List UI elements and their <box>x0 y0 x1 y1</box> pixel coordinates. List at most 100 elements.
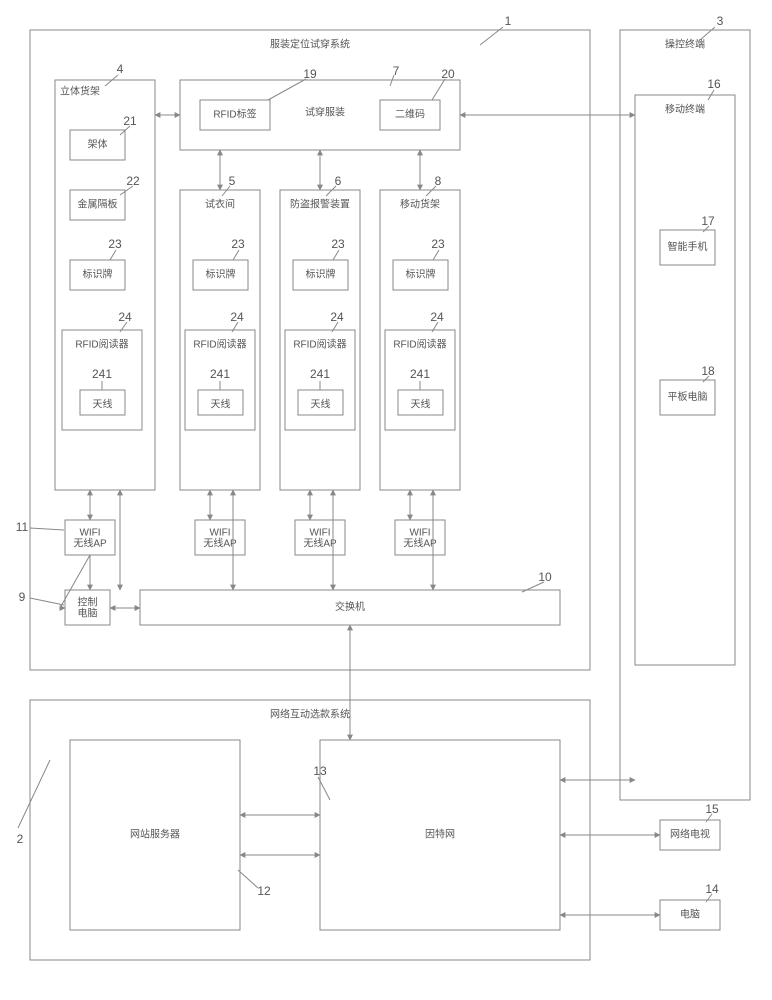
lead-num-19: 19 <box>303 67 317 81</box>
svg-text:防盗报警装置: 防盗报警装置 <box>290 198 350 211</box>
box-wifi_c-label: WIFI无线AP <box>303 527 337 549</box>
box-b24c-label: RFID阅读器 <box>293 338 346 351</box>
box-b23a-label: 标识牌 <box>83 268 113 281</box>
box-b19: RFID标签 <box>200 100 270 130</box>
system-1-title: 服装定位试穿系统 <box>270 38 350 51</box>
box-b241a: 天线 <box>80 390 125 415</box>
lead-num-23: 23 <box>108 237 122 251</box>
box-b20: 二维码 <box>380 100 440 130</box>
lead-num-10: 10 <box>538 570 552 584</box>
box-b10: 交换机 <box>140 590 560 625</box>
lead-num-241: 241 <box>92 367 112 381</box>
box-b22: 金属隔板 <box>70 190 125 220</box>
diagram-root: 服装定位试穿系统 网络互动选款系统 操控终端 立体货架 试穿服装 试衣间 防盗报… <box>0 0 772 1000</box>
box-wifi_b: WIFI无线AP <box>195 520 245 555</box>
lead-num-22: 22 <box>126 174 140 188</box>
lead-lines: 1341972021225682323232324242424241241241… <box>16 14 724 902</box>
svg-text:移动货架: 移动货架 <box>400 198 440 211</box>
box-b23d-label: 标识牌 <box>406 268 436 281</box>
box-b241b: 天线 <box>198 390 243 415</box>
lead-9 <box>30 598 64 605</box>
lead-num-15: 15 <box>705 802 719 816</box>
box-wifi_a-label: WIFI无线AP <box>73 527 107 549</box>
lead-num-241: 241 <box>410 367 430 381</box>
box-wifi_a: WIFI无线AP <box>65 520 115 555</box>
box-b241d: 天线 <box>398 390 443 415</box>
lead-num-6: 6 <box>335 174 342 188</box>
lead-num-13: 13 <box>313 764 327 778</box>
lead-3 <box>700 27 715 40</box>
svg-text:试衣间: 试衣间 <box>205 198 235 211</box>
system-2: 网络互动选款系统 <box>30 700 590 960</box>
lead-num-24: 24 <box>118 310 132 324</box>
box-b241b-label: 天线 <box>211 398 231 411</box>
box-b17-label: 智能手机 <box>668 240 708 253</box>
box-b241d-label: 天线 <box>411 398 431 411</box>
box-b10-label: 交换机 <box>335 600 365 613</box>
small-boxes: RFID标签 二维码架体金属隔板标识牌 标识牌 标识牌 标识牌 RFID阅读器 RFID阅读… <box>62 100 720 930</box>
lead-2 <box>18 760 50 828</box>
box-b241a-label: 天线 <box>93 398 113 411</box>
lead-num-24: 24 <box>230 310 244 324</box>
lead-23 <box>433 250 439 260</box>
lead-num-16: 16 <box>707 77 721 91</box>
lead-num-24: 24 <box>430 310 444 324</box>
lead-num-5: 5 <box>229 174 236 188</box>
lead-num-24: 24 <box>330 310 344 324</box>
system-3-title: 操控终端 <box>665 38 705 51</box>
lead-num-23: 23 <box>231 237 245 251</box>
box-b19-label: RFID标签 <box>213 108 256 121</box>
box-b17: 智能手机 <box>660 230 715 265</box>
box-b12-label: 网站服务器 <box>130 828 180 841</box>
box-b12: 网站服务器 <box>70 740 240 930</box>
svg-text:移动终端: 移动终端 <box>665 103 705 116</box>
box-b241c: 天线 <box>298 390 343 415</box>
box-b23a: 标识牌 <box>70 260 125 290</box>
lead-num-2: 2 <box>17 832 24 846</box>
lead-23 <box>333 250 339 260</box>
box-b20-label: 二维码 <box>395 108 425 121</box>
svg-text:立体货架: 立体货架 <box>60 85 100 98</box>
lead-23 <box>233 250 239 260</box>
box-b24d-label: RFID阅读器 <box>393 338 446 351</box>
lead-20 <box>432 79 445 100</box>
box-b18-label: 平板电脑 <box>668 390 708 403</box>
box-b22-label: 金属隔板 <box>78 198 118 211</box>
lead-num-1: 1 <box>505 14 512 28</box>
lead-num-20: 20 <box>441 67 455 81</box>
lead-num-7: 7 <box>393 64 400 78</box>
lead-num-11: 11 <box>16 520 29 534</box>
box-b13-label: 因特网 <box>425 829 455 841</box>
box-b15: 网络电视 <box>660 820 720 850</box>
box-b241c-label: 天线 <box>311 398 331 411</box>
lead-num-17: 17 <box>701 214 715 228</box>
lead-num-4: 4 <box>117 62 124 76</box>
box-wifi_b-label: WIFI无线AP <box>203 527 237 549</box>
box-b23b: 标识牌 <box>193 260 248 290</box>
box-wifi_c: WIFI无线AP <box>295 520 345 555</box>
lead-num-23: 23 <box>431 237 445 251</box>
box-b24a-label: RFID阅读器 <box>75 338 128 351</box>
lead-num-23: 23 <box>331 237 345 251</box>
lead-num-18: 18 <box>701 364 715 378</box>
box-b9: 控制电脑 <box>65 590 110 625</box>
box-b14: 电脑 <box>660 900 720 930</box>
box-b23c-label: 标识牌 <box>306 268 336 281</box>
lead-num-9: 9 <box>19 590 26 604</box>
box-wifi_d: WIFI无线AP <box>395 520 445 555</box>
box-b23c: 标识牌 <box>293 260 348 290</box>
box-b21: 架体 <box>70 130 125 160</box>
lead-num-14: 14 <box>705 882 719 896</box>
lead-23 <box>110 250 116 260</box>
lead-num-21: 21 <box>123 114 137 128</box>
box-b9-label: 控制电脑 <box>78 595 98 619</box>
lead-num-8: 8 <box>435 174 442 188</box>
box-b18: 平板电脑 <box>660 380 715 415</box>
box-b24b-label: RFID阅读器 <box>193 338 246 351</box>
lead-11 <box>30 528 64 530</box>
box-b23b-label: 标识牌 <box>206 268 236 281</box>
box-b13: 因特网 <box>320 740 560 930</box>
lead-num-241: 241 <box>210 367 230 381</box>
lead-12 <box>238 870 258 888</box>
lead-num-241: 241 <box>310 367 330 381</box>
